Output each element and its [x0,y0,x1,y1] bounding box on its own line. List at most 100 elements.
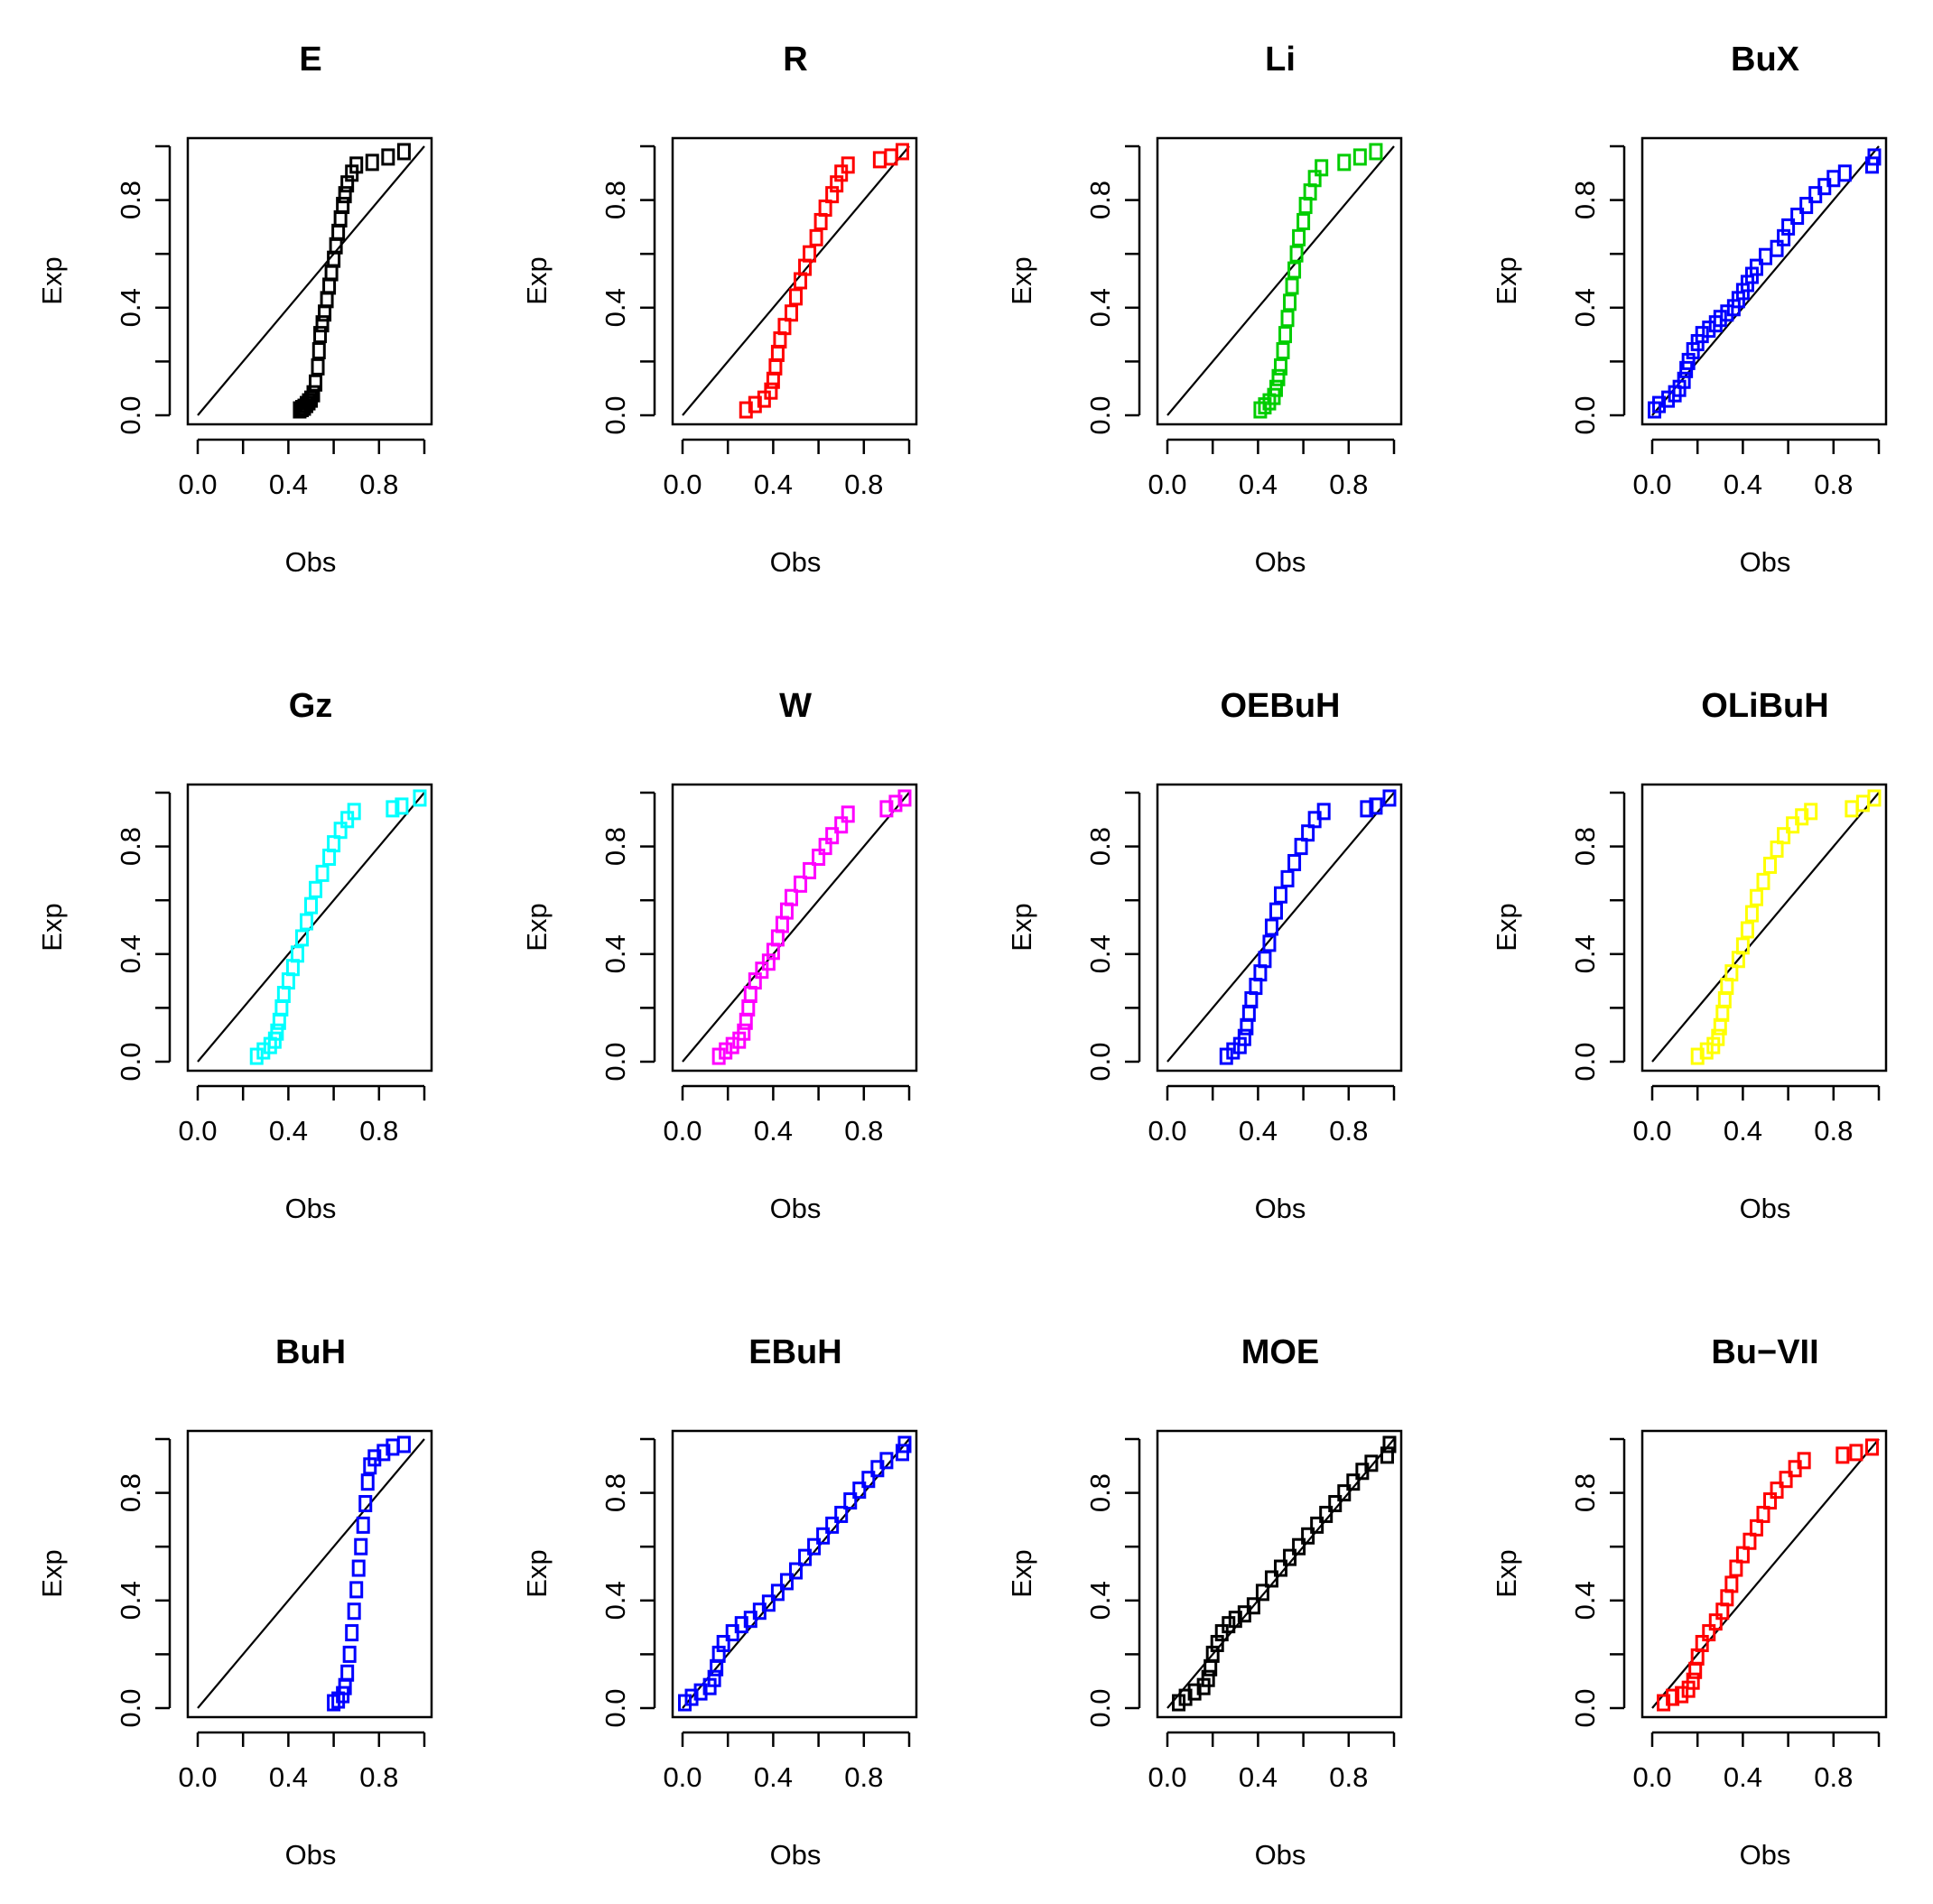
reference-line [1651,145,1880,416]
y-tick-label: 0.0 [1569,1042,1601,1081]
x-tick-label: 0.4 [269,1761,308,1793]
x-tick-label: 0.0 [1148,1115,1186,1147]
x-tick-label: 0.4 [754,1115,793,1147]
data-point [684,1688,699,1706]
data-point [1274,358,1287,376]
data-point [1278,326,1293,344]
data-point [1699,1042,1714,1060]
x-tick-label: 0.4 [754,1761,793,1793]
data-point [1172,1694,1186,1712]
data-point [719,1042,733,1060]
data-point [1287,261,1302,279]
data-point [1735,937,1750,955]
data-point [803,245,817,263]
qq-panel: Li 0.0 0.4 0.8 0.0 0.4 0.8 Obs Exp [1006,41,1403,578]
data-point [1285,277,1299,295]
x-axis-label: Obs [770,1839,822,1871]
reference-line [1651,792,1880,1063]
panel-title: OLiBuH [1701,687,1828,725]
data-point [1283,1548,1297,1566]
data-point [1749,258,1763,276]
y-axis-label: Exp [36,256,68,304]
data-point [803,861,817,879]
data-point [1274,1559,1287,1577]
data-point [841,156,855,174]
x-tick-label: 0.0 [1632,469,1671,500]
data-point [1849,1444,1863,1462]
data-point [809,228,823,246]
qq-panel: BuH 0.0 0.4 0.8 0.0 0.4 0.8 Obs Exp [36,1333,433,1871]
y-tick-label: 0.0 [1084,1042,1116,1081]
data-point [1255,1584,1269,1602]
x-tick-label: 0.4 [1239,1115,1278,1147]
data-point [748,972,762,990]
data-point [784,304,798,322]
data-point [1742,1532,1757,1550]
plot-frame [186,1429,433,1719]
data-point [1749,888,1763,906]
y-tick-label: 0.0 [115,1688,146,1727]
data-point [748,395,762,413]
x-axis-label: Obs [285,546,337,578]
y-tick-label: 0.4 [1569,288,1601,327]
data-point [1294,838,1308,856]
x-tick-label: 0.0 [1632,1115,1671,1147]
qq-panel: BuX 0.0 0.4 0.8 0.0 0.4 0.8 Obs Exp [1491,41,1888,578]
data-point [1749,1519,1763,1537]
data-point [1382,789,1397,807]
data-point [1720,304,1734,322]
data-point [1797,1452,1811,1470]
data-point [340,1664,355,1682]
data-point [306,385,321,403]
reference-line [197,1438,425,1709]
panel-title: Gz [289,687,333,725]
data-point [1756,1505,1770,1523]
x-tick-label: 0.0 [178,1115,217,1147]
data-point [376,1444,391,1462]
data-point [1795,808,1809,826]
x-tick-label: 0.0 [663,469,702,500]
data-point [1686,1672,1700,1690]
data-point [825,1516,840,1534]
panel-title: EBuH [748,1333,841,1371]
reference-line [1651,1438,1880,1709]
y-tick-label: 0.0 [1084,395,1116,434]
y-tick-label: 0.8 [1084,1473,1116,1512]
x-tick-label: 0.0 [178,469,217,500]
data-point [1702,1624,1716,1642]
data-point [1271,368,1286,386]
data-point [313,326,328,344]
data-point [1702,320,1716,339]
y-tick-label: 0.0 [599,1688,631,1727]
data-point [336,197,350,215]
data-point [779,1573,794,1591]
reference-line [197,145,425,416]
data-point [1274,886,1287,904]
x-tick-label: 0.8 [359,1761,398,1793]
data-point [834,1505,849,1523]
x-axis-label: Obs [1740,1839,1791,1871]
data-point [1287,853,1302,871]
y-tick-label: 0.4 [1084,934,1116,973]
data-point [1289,245,1304,263]
y-axis-label: Exp [36,903,68,951]
x-tick-label: 0.8 [844,1761,883,1793]
data-point [1307,170,1322,188]
y-tick-label: 0.8 [599,827,631,866]
data-point [879,800,894,818]
plot-frame [186,136,433,426]
data-point [784,888,798,906]
y-tick-label: 0.4 [1084,1581,1116,1620]
reference-line [1166,145,1395,416]
y-tick-label: 0.8 [599,1473,631,1512]
y-axis-label: Exp [521,903,553,951]
data-point [1301,824,1315,842]
data-point [1740,921,1754,939]
x-tick-label: 0.4 [1724,469,1762,500]
data-point [347,803,361,821]
x-tick-label: 0.8 [1814,469,1853,500]
data-point [789,288,803,306]
data-point [897,1435,912,1454]
y-tick-label: 0.4 [115,1581,146,1620]
x-tick-label: 0.0 [663,1761,702,1793]
